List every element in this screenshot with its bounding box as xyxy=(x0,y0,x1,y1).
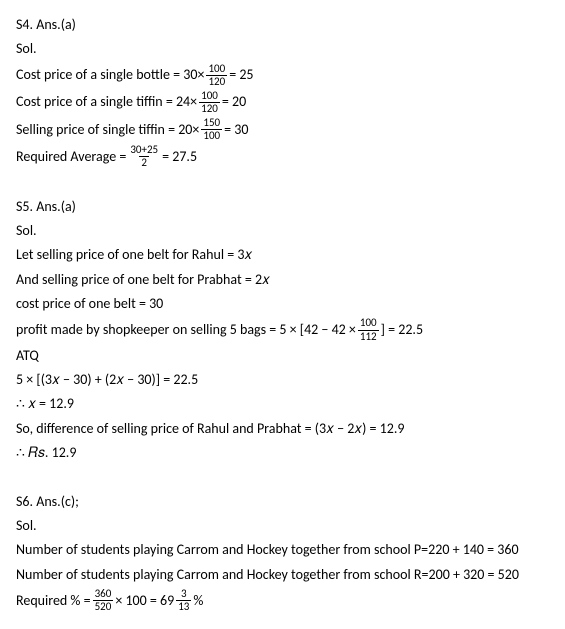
numerator: 100 xyxy=(206,63,227,75)
text: Cost price of a single bottle = 30× xyxy=(16,64,204,86)
s6-line3: Required % = 360 520 × 100 = 69 3 13 % xyxy=(16,588,549,613)
s6-sol-label: Sol. xyxy=(16,515,549,537)
text: Cost price of a single tiffin = 24× xyxy=(16,91,197,113)
numerator: 100 xyxy=(199,90,220,102)
s6-line1: Number of students playing Carrom and Ho… xyxy=(16,539,549,561)
fraction: 100 120 xyxy=(199,90,220,115)
s5-line9: ∴ 𝑅𝑠. 12.9 xyxy=(16,442,549,464)
denominator: 2 xyxy=(139,156,149,169)
s5-line5: ATQ xyxy=(16,345,549,367)
denominator: 112 xyxy=(358,330,379,343)
s6-header: S6. Ans.(c); xyxy=(16,491,549,513)
fraction: 100 112 xyxy=(358,317,379,342)
s5-line2: And selling price of one belt for Prabha… xyxy=(16,269,549,291)
text: Selling price of single tiffin = 20× xyxy=(16,119,199,141)
s5-line1: Let selling price of one belt for Rahul … xyxy=(16,244,549,266)
text: = 30 xyxy=(224,119,248,141)
text: = 27.5 xyxy=(162,146,197,168)
numerator: 360 xyxy=(93,588,114,600)
s6-line2: Number of students playing Carrom and Ho… xyxy=(16,564,549,586)
s5-line4: profit made by shopkeeper on selling 5 b… xyxy=(16,317,549,342)
fraction: 3 13 xyxy=(176,588,191,613)
solution-s5: S5. Ans.(a) Sol. Let selling price of on… xyxy=(16,196,549,465)
s5-line8: So, difference of selling price of Rahul… xyxy=(16,418,549,440)
s5-header: S5. Ans.(a) xyxy=(16,196,549,218)
denominator: 120 xyxy=(206,75,227,88)
fraction: 360 520 xyxy=(93,588,114,613)
text: ] = 22.5 xyxy=(381,319,423,341)
s4-line3: Selling price of single tiffin = 20× 150… xyxy=(16,117,549,142)
text: × 100 = 69 xyxy=(115,590,174,612)
s4-line2: Cost price of a single tiffin = 24× 100 … xyxy=(16,90,549,115)
numerator: 30+25 xyxy=(128,144,160,156)
text: profit made by shopkeeper on selling 5 b… xyxy=(16,319,356,341)
fraction: 150 100 xyxy=(201,117,222,142)
text: = 20 xyxy=(222,91,246,113)
denominator: 120 xyxy=(199,102,220,115)
denominator: 13 xyxy=(176,600,191,613)
solution-s6: S6. Ans.(c); Sol. Number of students pla… xyxy=(16,491,549,614)
text: Required Average = xyxy=(16,146,126,168)
numerator: 100 xyxy=(358,317,379,329)
text: Required % = xyxy=(16,590,91,612)
s5-line6: 5 × [(3𝑥 − 30) + (2𝑥 − 30)] = 22.5 xyxy=(16,369,549,391)
s4-sol-label: Sol. xyxy=(16,38,549,60)
fraction: 30+25 2 xyxy=(128,144,160,169)
denominator: 520 xyxy=(93,600,114,613)
denominator: 100 xyxy=(201,129,222,142)
s4-line4: Required Average = 30+25 2 = 27.5 xyxy=(16,144,549,169)
s4-line1: Cost price of a single bottle = 30× 100 … xyxy=(16,63,549,88)
fraction: 100 120 xyxy=(206,63,227,88)
s4-header: S4. Ans.(a) xyxy=(16,14,549,36)
text: = 25 xyxy=(229,64,253,86)
text: % xyxy=(193,590,203,612)
solution-s4: S4. Ans.(a) Sol. Cost price of a single … xyxy=(16,14,549,170)
s5-sol-label: Sol. xyxy=(16,220,549,242)
s5-line7: ∴ 𝑥 = 12.9 xyxy=(16,393,549,415)
numerator: 3 xyxy=(179,588,189,600)
s5-line3: cost price of one belt = 30 xyxy=(16,293,549,315)
numerator: 150 xyxy=(201,117,222,129)
